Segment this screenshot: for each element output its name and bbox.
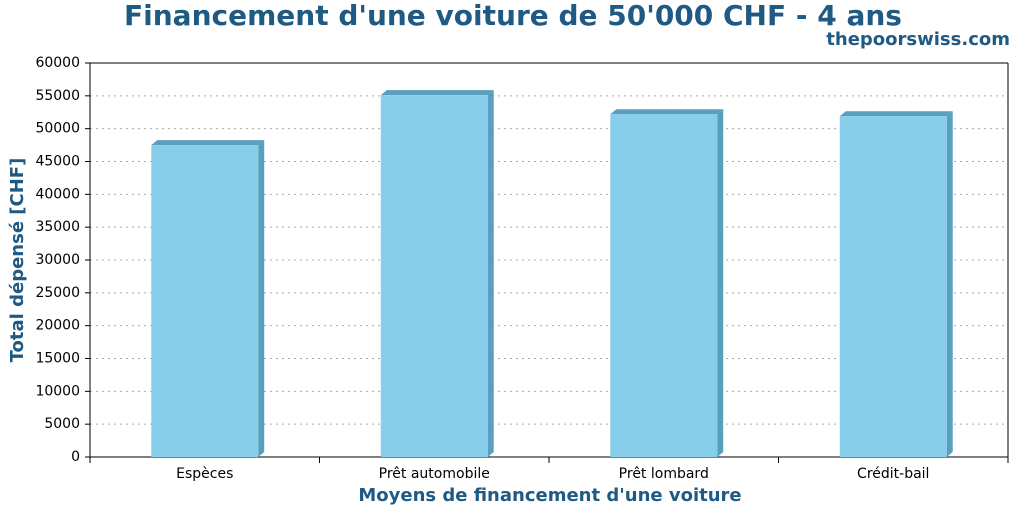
- y-tick-label: 5000: [44, 416, 80, 432]
- bar-side: [717, 109, 724, 457]
- y-tick-label: 45000: [35, 154, 80, 170]
- y-tick-label: 10000: [35, 383, 80, 399]
- bar-top: [380, 90, 494, 96]
- y-tick-label: 60000: [35, 55, 80, 71]
- bar-front: [151, 145, 259, 458]
- x-tick-label: Espèces: [176, 466, 233, 482]
- bar-side: [258, 140, 265, 458]
- bar-side: [946, 111, 953, 457]
- y-tick-label: 30000: [35, 252, 80, 268]
- bar-top: [610, 109, 724, 115]
- y-tick-label: 35000: [35, 219, 80, 235]
- y-tick-label: 0: [71, 449, 80, 465]
- y-axis-label: Total dépensé [CHF]: [7, 158, 28, 363]
- x-tick-label: Prêt automobile: [379, 466, 490, 482]
- bar-side: [487, 90, 494, 457]
- chart-title: Financement d'une voiture de 50'000 CHF …: [124, 0, 902, 32]
- bar-front: [610, 114, 718, 457]
- y-tick-label: 40000: [35, 186, 80, 202]
- y-tick-label: 25000: [35, 285, 80, 301]
- chart-subtitle: thepoorswiss.com: [826, 29, 1010, 50]
- bar: [839, 111, 953, 457]
- bar: [380, 90, 494, 457]
- y-tick-label: 20000: [35, 318, 80, 334]
- y-tick-label: 55000: [35, 88, 80, 104]
- bar-front: [839, 116, 947, 457]
- bar-top: [151, 140, 265, 146]
- y-tick-label: 15000: [35, 351, 80, 367]
- bar: [151, 140, 265, 458]
- x-tick-label: Crédit-bail: [857, 466, 929, 482]
- x-tick-label: Prêt lombard: [619, 466, 709, 482]
- bar-top: [839, 111, 953, 117]
- x-axis-label: Moyens de financement d'une voiture: [358, 485, 741, 506]
- bar: [610, 109, 724, 457]
- bar-front: [380, 95, 488, 457]
- y-tick-label: 50000: [35, 121, 80, 137]
